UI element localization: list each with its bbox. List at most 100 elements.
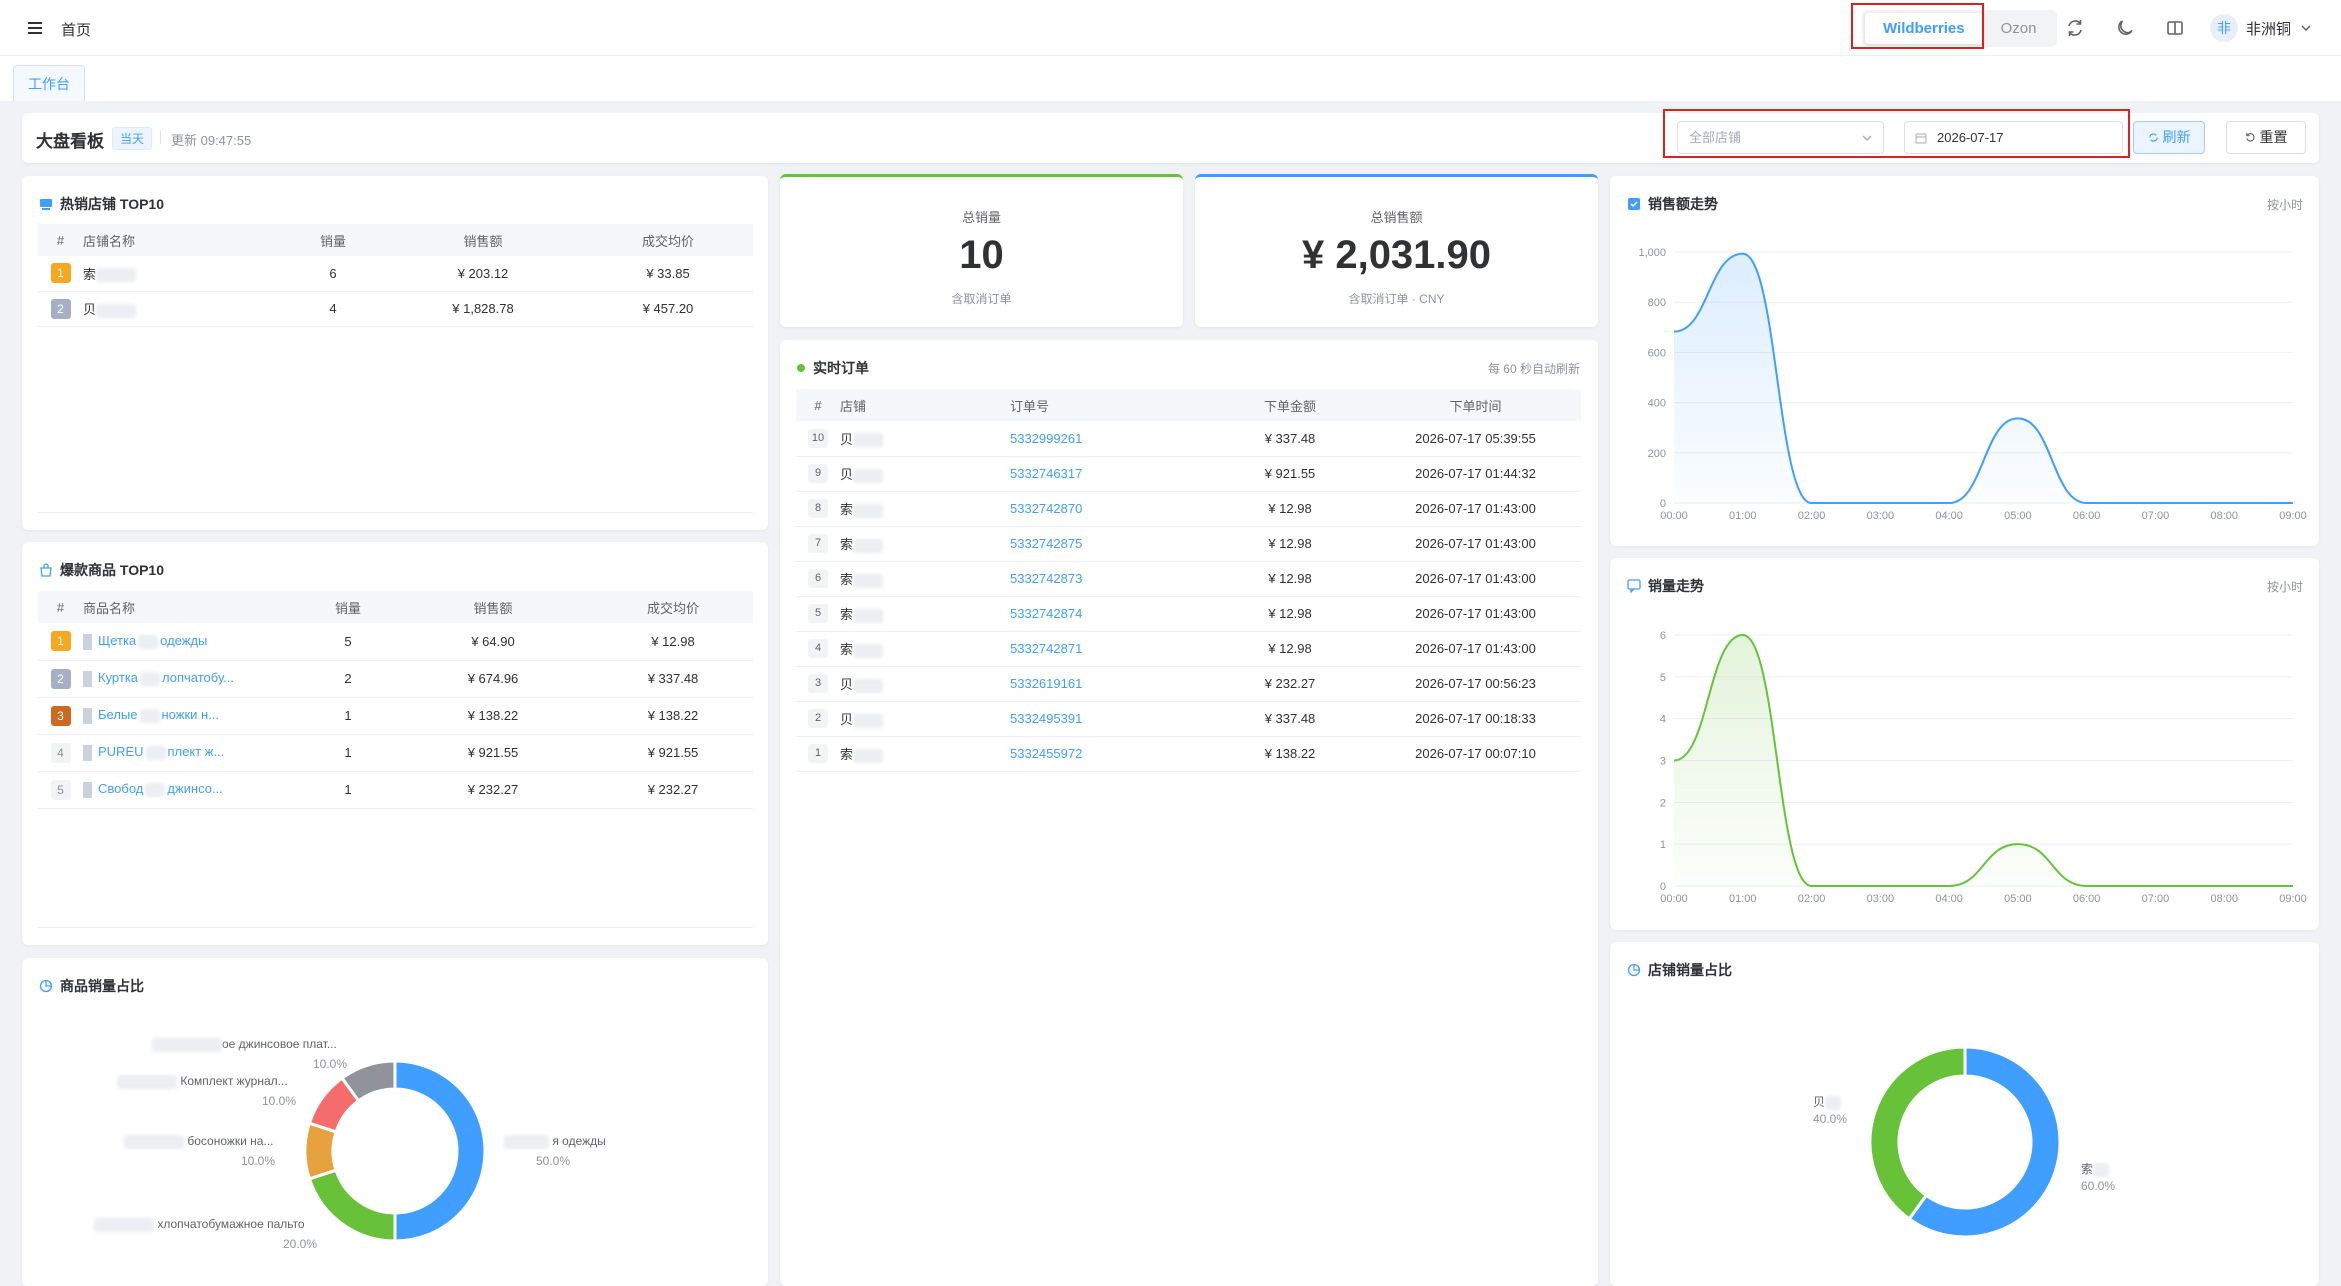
slice-pct: 10.0% xyxy=(262,1094,297,1108)
date-value: 2026-07-17 xyxy=(1937,130,2004,145)
hot-products-title: 爆款商品 TOP10 xyxy=(39,560,164,580)
platform-ozon-button[interactable]: Ozon xyxy=(2000,20,2037,37)
store-select[interactable]: 全部店铺 xyxy=(1677,121,1884,154)
slice-label: Комплект журнал... xyxy=(117,1074,288,1089)
table-row: 2 贝 4 ¥ 1,828.78 ¥ 457.20 xyxy=(38,291,753,327)
slice-pct: 60.0% xyxy=(2081,1179,2116,1193)
y-tick-label: 0 xyxy=(1660,881,1666,893)
order-link[interactable]: 5332742875 xyxy=(1010,536,1083,551)
order-link[interactable]: 5332619161 xyxy=(1010,676,1083,691)
y-tick-label: 800 xyxy=(1648,297,1666,309)
x-tick-label: 05:00 xyxy=(2004,893,2032,905)
table-row: 4 PUREU плект ж... 1 ¥ 921.55 ¥ 921.55 xyxy=(38,734,753,772)
product-link[interactable]: Куртка xyxy=(98,670,139,686)
revenue-trend-chart: 0 200 400 600 800 1,000 00:00 01:00 02:00 03:00 04… xyxy=(1638,247,2307,522)
x-tick-label: 08:00 xyxy=(2210,510,2238,522)
user-menu[interactable]: 非 非洲铜 xyxy=(2210,14,2313,42)
slice-label: 贝 xyxy=(1813,1093,1842,1110)
kpi-label: 总销量 xyxy=(961,210,1001,225)
col-avg: 成交均价 xyxy=(583,224,753,256)
x-tick-label: 04:00 xyxy=(1935,510,1963,522)
sales-trend-chart: 0 1 2 3 4 5 6 00:00 01:00 02:00 03:00 04:00 05:00 06:… xyxy=(1660,630,2307,905)
kpi-total-sales: 总销量 10 含取消订单 xyxy=(780,174,1183,327)
y-tick-label: 3 xyxy=(1660,756,1666,768)
y-tick-label: 200 xyxy=(1648,448,1666,460)
slice-pct: 20.0% xyxy=(283,1237,318,1251)
order-row: 6 索 5332742873 ¥ 12.98 2026-07-17 01:43:00 xyxy=(796,561,1581,597)
platform-switch: Wildberries Ozon xyxy=(1862,10,2058,47)
order-link[interactable]: 5332455972 xyxy=(1010,746,1083,761)
orders-table: # 店铺 订单号 下单金额 下单时间 10 贝 5332999261 ¥ 337.48… xyxy=(796,389,1581,772)
col-revenue: 销售额 xyxy=(383,224,583,256)
granularity-label: 按小时 xyxy=(2266,580,2303,594)
table-row: 2 Куртка лопчатобу... 2 ¥ 674.96 ¥ 337.48 xyxy=(38,660,753,698)
tab-bar: 工作台 xyxy=(0,56,2341,101)
x-tick-label: 03:00 xyxy=(1867,893,1895,905)
order-link[interactable]: 5332999261 xyxy=(1010,430,1083,446)
order-link[interactable]: 5332742873 xyxy=(1010,571,1083,586)
product-link[interactable]: Свобод xyxy=(98,781,144,797)
order-row: 1 索 5332455972 ¥ 138.22 2026-07-17 00:07:10 xyxy=(796,736,1581,772)
order-row: 7 索 5332742875 ¥ 12.98 2026-07-17 01:43:00 xyxy=(796,526,1581,562)
product-link[interactable]: Щетка xyxy=(98,632,137,648)
x-tick-label: 07:00 xyxy=(2142,510,2170,522)
kpi-note: 含取消订单 · CNY xyxy=(1348,292,1445,306)
menu-toggle-icon[interactable] xyxy=(28,20,46,36)
product-link[interactable]: Белые xyxy=(98,707,138,723)
breadcrumb-home[interactable]: 首页 xyxy=(61,22,92,39)
order-link[interactable]: 5332746317 xyxy=(1010,466,1083,481)
hot-products-card: 爆款商品 TOP10 # 商品名称 销量 销售额 成交均价 1 Щетка одеж… xyxy=(22,542,768,945)
order-link[interactable]: 5332742874 xyxy=(1010,606,1083,621)
series-line xyxy=(1673,633,2293,887)
product-thumbnail xyxy=(83,633,92,650)
refresh-icon xyxy=(2148,133,2158,142)
table-row: 1 Щетка одежды 5 ¥ 64.90 ¥ 12.98 xyxy=(38,623,753,661)
x-tick-label: 06:00 xyxy=(2073,510,2101,522)
product-link[interactable]: PUREU xyxy=(98,744,144,760)
reset-icon xyxy=(2245,132,2255,142)
pie-slice xyxy=(340,1059,397,1103)
x-tick-label: 09:00 xyxy=(2279,510,2307,522)
order-link[interactable]: 5332742871 xyxy=(1010,641,1083,656)
y-tick-label: 5 xyxy=(1660,672,1666,684)
chart-message-icon xyxy=(1627,579,1641,593)
x-tick-label: 04:00 xyxy=(1935,893,1963,905)
hot-products-table: # 商品名称 销量 销售额 成交均价 1 Щетка одежды 5 ¥ 64.90 ¥… xyxy=(38,591,753,809)
store-share-card: 店铺销量占比 索 60.0% 贝 40.0% xyxy=(1610,942,2319,1286)
moon-icon[interactable] xyxy=(2114,17,2136,39)
updated-time: 更新 09:47:55 xyxy=(171,133,252,148)
refresh-icon[interactable] xyxy=(2064,17,2086,39)
reset-button[interactable]: 重置 xyxy=(2226,121,2306,154)
slice-pct: 40.0% xyxy=(1813,1112,1848,1126)
order-row: 4 索 5332742871 ¥ 12.98 2026-07-17 01:43:00 xyxy=(796,631,1581,667)
slice-label: 索 xyxy=(2081,1160,2110,1177)
order-row: 9 贝 5332746317 ¥ 921.55 2026-07-17 01:44:32 xyxy=(796,456,1581,492)
product-thumbnail xyxy=(83,744,92,761)
tab-workbench[interactable]: 工作台 xyxy=(13,65,85,101)
y-tick-label: 400 xyxy=(1648,398,1666,410)
product-thumbnail xyxy=(83,670,92,687)
series-line xyxy=(1673,252,2293,504)
refresh-button[interactable]: 刷新 xyxy=(2133,121,2205,154)
x-tick-label: 02:00 xyxy=(1798,893,1826,905)
platform-wildberries-button[interactable]: Wildberries xyxy=(1865,13,1983,44)
order-row: 3 贝 5332619161 ¥ 232.27 2026-07-17 00:56:23 xyxy=(796,666,1581,702)
order-link[interactable]: 5332742870 xyxy=(1010,501,1083,516)
sales-trend-title: 销量走势 xyxy=(1627,576,1704,596)
page-title: 大盘看板 xyxy=(36,132,104,151)
order-link[interactable]: 5332495391 xyxy=(1010,711,1083,726)
book-icon[interactable] xyxy=(2164,17,2186,39)
date-picker[interactable]: 2026-07-17 xyxy=(1904,121,2123,154)
hot-stores-title: 热销店铺 TOP10 xyxy=(39,194,164,214)
series-area xyxy=(1674,635,2293,886)
pie-chart-icon xyxy=(39,979,53,993)
x-tick-label: 02:00 xyxy=(1798,510,1826,522)
x-tick-label: 00:00 xyxy=(1660,893,1688,905)
chevron-down-icon xyxy=(2301,25,2311,32)
order-row: 10 贝 5332999261 ¥ 337.48 2026-07-17 05:39:55 xyxy=(796,421,1581,457)
top-header: 首页 Wildberries Ozon 非 非洲铜 xyxy=(0,0,2341,56)
pie-slice xyxy=(307,1168,397,1243)
y-tick-label: 1 xyxy=(1660,839,1666,851)
store-icon xyxy=(40,199,52,210)
